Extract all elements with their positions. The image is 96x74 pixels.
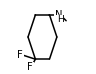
Text: N: N	[55, 10, 62, 20]
Text: F: F	[27, 62, 33, 72]
Text: F: F	[17, 50, 23, 60]
Text: H: H	[57, 15, 64, 24]
